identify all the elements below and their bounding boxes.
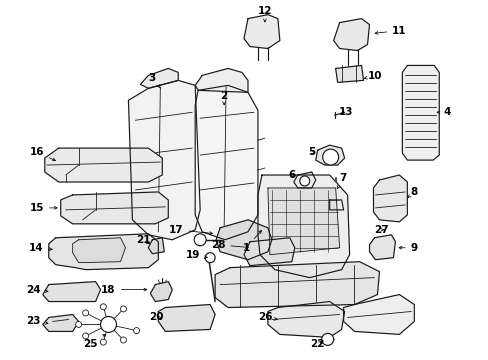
- Text: 13: 13: [338, 107, 352, 117]
- Polygon shape: [315, 145, 344, 165]
- Text: 19: 19: [185, 250, 207, 260]
- Text: 24: 24: [26, 284, 48, 294]
- Text: 12: 12: [257, 6, 272, 22]
- Text: 8: 8: [407, 187, 417, 198]
- Polygon shape: [45, 148, 162, 182]
- Polygon shape: [215, 262, 379, 307]
- Polygon shape: [267, 302, 344, 337]
- Text: 17: 17: [169, 225, 212, 235]
- Polygon shape: [244, 238, 294, 266]
- Text: 1: 1: [242, 230, 261, 253]
- Text: 15: 15: [29, 203, 57, 213]
- Polygon shape: [329, 200, 343, 210]
- Text: 10: 10: [364, 71, 382, 81]
- Polygon shape: [343, 294, 413, 334]
- Text: 6: 6: [287, 170, 295, 180]
- Text: 25: 25: [83, 334, 105, 349]
- Polygon shape: [267, 188, 339, 255]
- Polygon shape: [150, 282, 172, 302]
- Circle shape: [82, 310, 88, 316]
- Polygon shape: [148, 238, 164, 254]
- Text: 20: 20: [149, 312, 163, 323]
- Text: 18: 18: [101, 284, 146, 294]
- Text: 9: 9: [398, 243, 417, 253]
- Circle shape: [100, 304, 106, 310]
- Polygon shape: [158, 305, 215, 332]
- Circle shape: [205, 253, 215, 263]
- Text: 2: 2: [220, 91, 227, 104]
- Text: 11: 11: [374, 26, 406, 36]
- Polygon shape: [333, 19, 369, 50]
- Text: 14: 14: [28, 243, 52, 253]
- Text: 27: 27: [373, 225, 388, 235]
- Polygon shape: [216, 220, 271, 260]
- Polygon shape: [42, 315, 79, 332]
- Polygon shape: [244, 15, 279, 49]
- Polygon shape: [61, 192, 168, 224]
- Text: 21: 21: [136, 235, 150, 245]
- Text: 22: 22: [310, 339, 325, 349]
- Circle shape: [194, 234, 206, 246]
- Circle shape: [133, 328, 139, 334]
- Polygon shape: [195, 68, 247, 92]
- Polygon shape: [73, 238, 125, 263]
- Circle shape: [322, 149, 338, 165]
- Circle shape: [101, 316, 116, 332]
- Text: 23: 23: [26, 316, 48, 327]
- Circle shape: [100, 339, 106, 345]
- Polygon shape: [195, 85, 258, 240]
- Circle shape: [82, 333, 88, 339]
- Text: 16: 16: [29, 147, 55, 161]
- Polygon shape: [258, 175, 349, 278]
- Polygon shape: [42, 282, 101, 302]
- Polygon shape: [293, 172, 315, 188]
- Circle shape: [120, 337, 126, 343]
- Text: 28: 28: [210, 240, 248, 250]
- Text: 7: 7: [337, 173, 346, 189]
- Polygon shape: [49, 234, 158, 270]
- Circle shape: [321, 333, 333, 345]
- Circle shape: [76, 321, 81, 328]
- Text: 5: 5: [307, 147, 315, 157]
- Polygon shape: [373, 175, 407, 222]
- Polygon shape: [335, 66, 363, 82]
- Polygon shape: [369, 235, 395, 260]
- Circle shape: [299, 176, 309, 186]
- Polygon shape: [402, 66, 438, 160]
- Polygon shape: [140, 68, 178, 88]
- Text: 3: 3: [148, 73, 160, 88]
- Text: 4: 4: [436, 107, 450, 117]
- Text: 26: 26: [257, 312, 277, 323]
- Polygon shape: [128, 80, 200, 240]
- Circle shape: [120, 306, 126, 312]
